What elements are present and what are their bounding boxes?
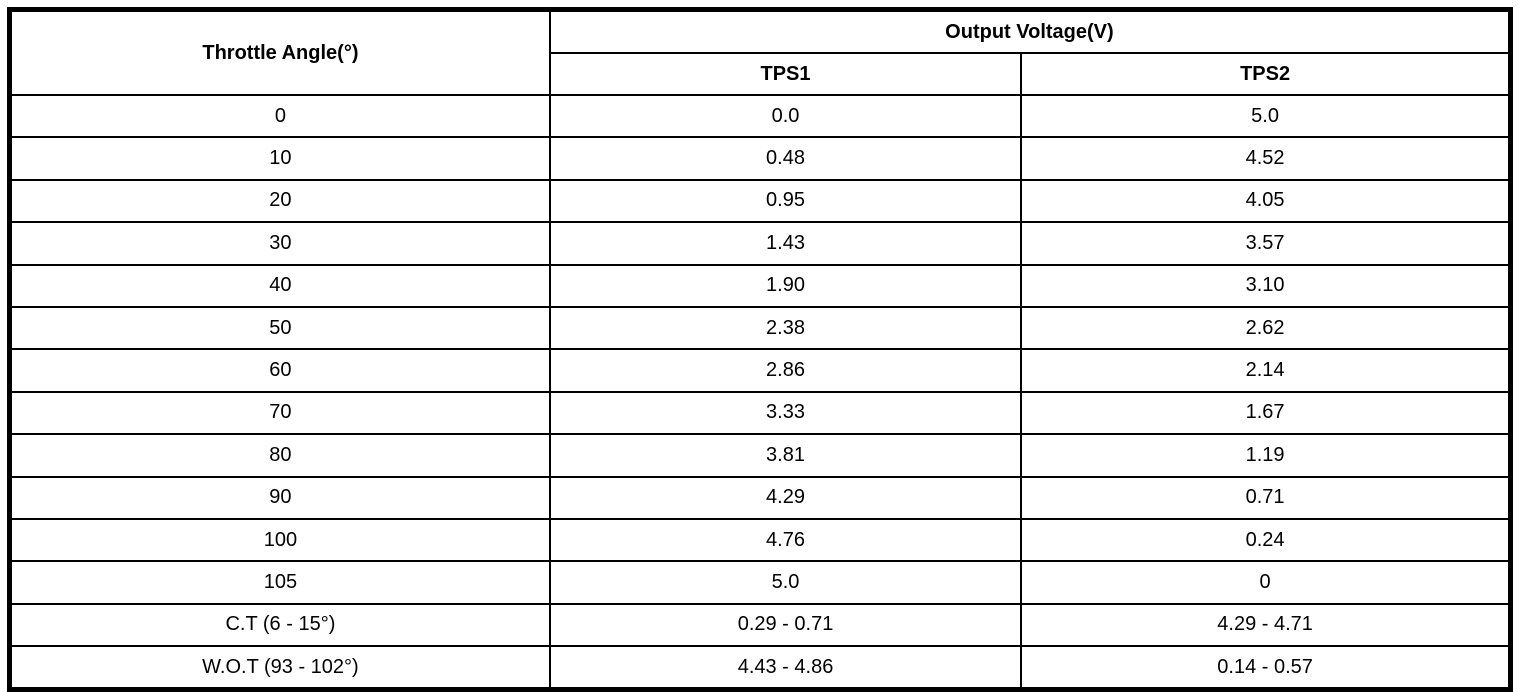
cell-tps1-voltage: 3.81: [548, 433, 1023, 478]
table-row: 40 1.90 3.10: [8, 263, 1512, 308]
cell-tps2-voltage: 1.19: [1020, 433, 1512, 478]
column-header-throttle-angle: Throttle Angle(°): [8, 8, 551, 96]
cell-tps1-voltage: 1.90: [548, 263, 1023, 308]
table-row: 90 4.29 0.71: [8, 475, 1512, 520]
column-header-tps2: TPS2: [1020, 52, 1512, 96]
cell-tps2-voltage: 4.29 - 4.71: [1020, 602, 1512, 648]
throttle-position-voltage-table: Throttle Angle(°) Output Voltage(V) TPS1…: [7, 7, 1513, 692]
cell-throttle-angle: 70: [8, 390, 551, 436]
table-row: 50 2.38 2.62: [8, 305, 1512, 351]
cell-tps1-voltage: 5.0: [548, 560, 1023, 605]
table-row: 80 3.81 1.19: [8, 433, 1512, 478]
cell-tps2-voltage: 2.62: [1020, 305, 1512, 351]
cell-tps1-voltage: 0.29 - 0.71: [548, 602, 1023, 648]
cell-tps1-voltage: 0.95: [548, 178, 1023, 224]
cell-tps2-voltage: 2.14: [1020, 348, 1512, 393]
cell-tps2-voltage: 5.0: [1020, 93, 1512, 139]
cell-throttle-angle: 80: [8, 433, 551, 478]
cell-tps2-voltage: 0.71: [1020, 475, 1512, 520]
table-row: W.O.T (93 - 102°) 4.43 - 4.86 0.14 - 0.57: [8, 645, 1512, 691]
cell-throttle-angle: 105: [8, 560, 551, 605]
cell-tps2-voltage: 4.05: [1020, 178, 1512, 224]
table-row: 70 3.33 1.67: [8, 390, 1512, 436]
cell-tps2-voltage: 3.57: [1020, 221, 1512, 266]
table-row: 0 0.0 5.0: [8, 93, 1512, 139]
cell-throttle-angle: 50: [8, 305, 551, 351]
cell-throttle-angle: 40: [8, 263, 551, 308]
table-row: 105 5.0 0: [8, 560, 1512, 605]
cell-throttle-angle: 100: [8, 517, 551, 563]
cell-tps1-voltage: 4.43 - 4.86: [548, 645, 1023, 691]
cell-throttle-angle: 30: [8, 221, 551, 266]
table-header: Throttle Angle(°) Output Voltage(V) TPS1…: [8, 8, 1512, 96]
header-row-sub: TPS1 TPS2: [10, 52, 1512, 96]
cell-throttle-angle: 20: [8, 178, 551, 224]
cell-tps2-voltage: 0.14 - 0.57: [1020, 645, 1512, 691]
cell-tps1-voltage: 2.38: [548, 305, 1023, 351]
cell-tps1-voltage: 3.33: [548, 390, 1023, 436]
cell-throttle-angle: 90: [8, 475, 551, 520]
cell-tps1-voltage: 4.76: [548, 517, 1023, 563]
cell-throttle-angle: W.O.T (93 - 102°): [8, 645, 551, 691]
cell-tps2-voltage: 4.52: [1020, 136, 1512, 181]
cell-tps2-voltage: 0: [1020, 560, 1512, 605]
header-row-top: Throttle Angle(°) Output Voltage(V): [8, 8, 1512, 96]
cell-throttle-angle: 60: [8, 348, 551, 393]
cell-tps1-voltage: 0.0: [548, 93, 1023, 139]
cell-tps2-voltage: 0.24: [1020, 517, 1512, 563]
cell-tps1-voltage: 0.48: [548, 136, 1023, 181]
cell-throttle-angle: C.T (6 - 15°): [8, 602, 551, 648]
cell-throttle-angle: 10: [8, 136, 551, 181]
table-row: C.T (6 - 15°) 0.29 - 0.71 4.29 - 4.71: [8, 602, 1512, 648]
table-row: 20 0.95 4.05: [8, 178, 1512, 224]
cell-tps2-voltage: 1.67: [1020, 390, 1512, 436]
column-header-output-voltage: Output Voltage(V): [548, 8, 1512, 54]
cell-tps1-voltage: 1.43: [548, 221, 1023, 266]
cell-tps1-voltage: 2.86: [548, 348, 1023, 393]
cell-throttle-angle: 0: [8, 93, 551, 139]
cell-tps2-voltage: 3.10: [1020, 263, 1512, 308]
table-row: 60 2.86 2.14: [8, 348, 1512, 393]
cell-tps1-voltage: 4.29: [548, 475, 1023, 520]
table-row: 10 0.48 4.52: [8, 136, 1512, 181]
table-row: 30 1.43 3.57: [8, 221, 1512, 266]
column-header-tps1: TPS1: [548, 52, 1023, 96]
table-row: 100 4.76 0.24: [8, 517, 1512, 563]
table-body: 0 0.0 5.0 10 0.48 4.52 20 0.95 4.05 30 1.43 3.57 40 1…: [8, 93, 1512, 691]
